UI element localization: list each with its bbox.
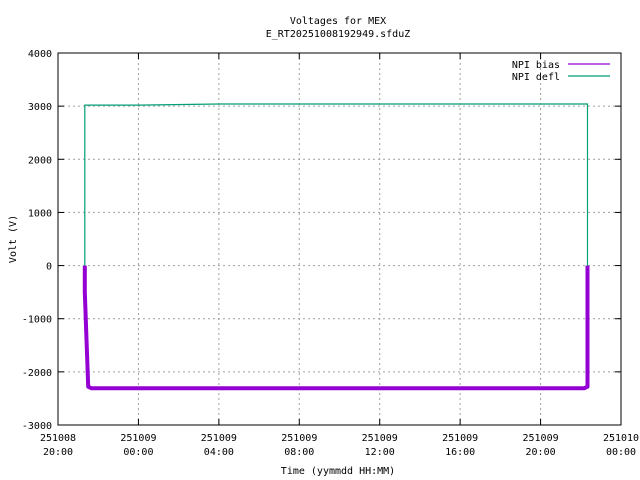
- x-tick-label-time: 20:00: [43, 447, 73, 458]
- y-tick-label: -1000: [22, 315, 52, 326]
- x-tick-label-time: 16:00: [445, 447, 475, 458]
- x-tick-label-date: 251009: [442, 433, 478, 444]
- x-tick-label-date: 251009: [362, 433, 398, 444]
- y-tick-label: 4000: [28, 49, 52, 60]
- x-tick-label-date: 251009: [120, 433, 156, 444]
- x-tick-label-time: 20:00: [526, 447, 556, 458]
- y-axis: -3000 -2000 -1000 0 1000 2000 3000 4000: [22, 49, 621, 432]
- x-tick-label-date: 251009: [523, 433, 559, 444]
- legend-label-npi-bias: NPI bias: [512, 60, 560, 71]
- y-tick-label: -3000: [22, 421, 52, 432]
- x-tick-label-time: 00:00: [123, 447, 153, 458]
- x-tick-label-time: 00:00: [606, 447, 636, 458]
- chart-subtitle: E_RT20251008192949.sfduZ: [266, 29, 411, 40]
- series-layer: [82, 103, 590, 391]
- y-tick-label: -2000: [22, 368, 52, 379]
- plot-border: [57, 52, 622, 426]
- y-tick-label: 2000: [28, 155, 52, 166]
- legend-label-npi-defl: NPI defl: [512, 72, 560, 83]
- x-tick-label-date: 251010: [603, 433, 639, 444]
- grid-lines: [58, 53, 621, 425]
- x-axis: 251008 20:00 251009 00:00 251009 04:00 251009 0…: [40, 53, 639, 458]
- x-tick-label-date: 251009: [201, 433, 237, 444]
- x-axis-label: Time (yymmdd HH:MM): [281, 466, 395, 477]
- x-tick-label-date: 251008: [40, 433, 76, 444]
- y-tick-label: 1000: [28, 208, 52, 219]
- y-tick-label: 0: [46, 262, 52, 273]
- x-tick-label-time: 12:00: [365, 447, 395, 458]
- x-tick-label-time: 04:00: [204, 447, 234, 458]
- chart-title: Voltages for MEX: [290, 16, 386, 27]
- npi-bias-line: [82, 265, 590, 391]
- y-axis-label: Volt (V): [8, 215, 19, 263]
- x-tick-label-time: 08:00: [284, 447, 314, 458]
- npi-defl-line: [84, 103, 589, 266]
- y-tick-label: 3000: [28, 102, 52, 113]
- x-tick-label-date: 251009: [281, 433, 317, 444]
